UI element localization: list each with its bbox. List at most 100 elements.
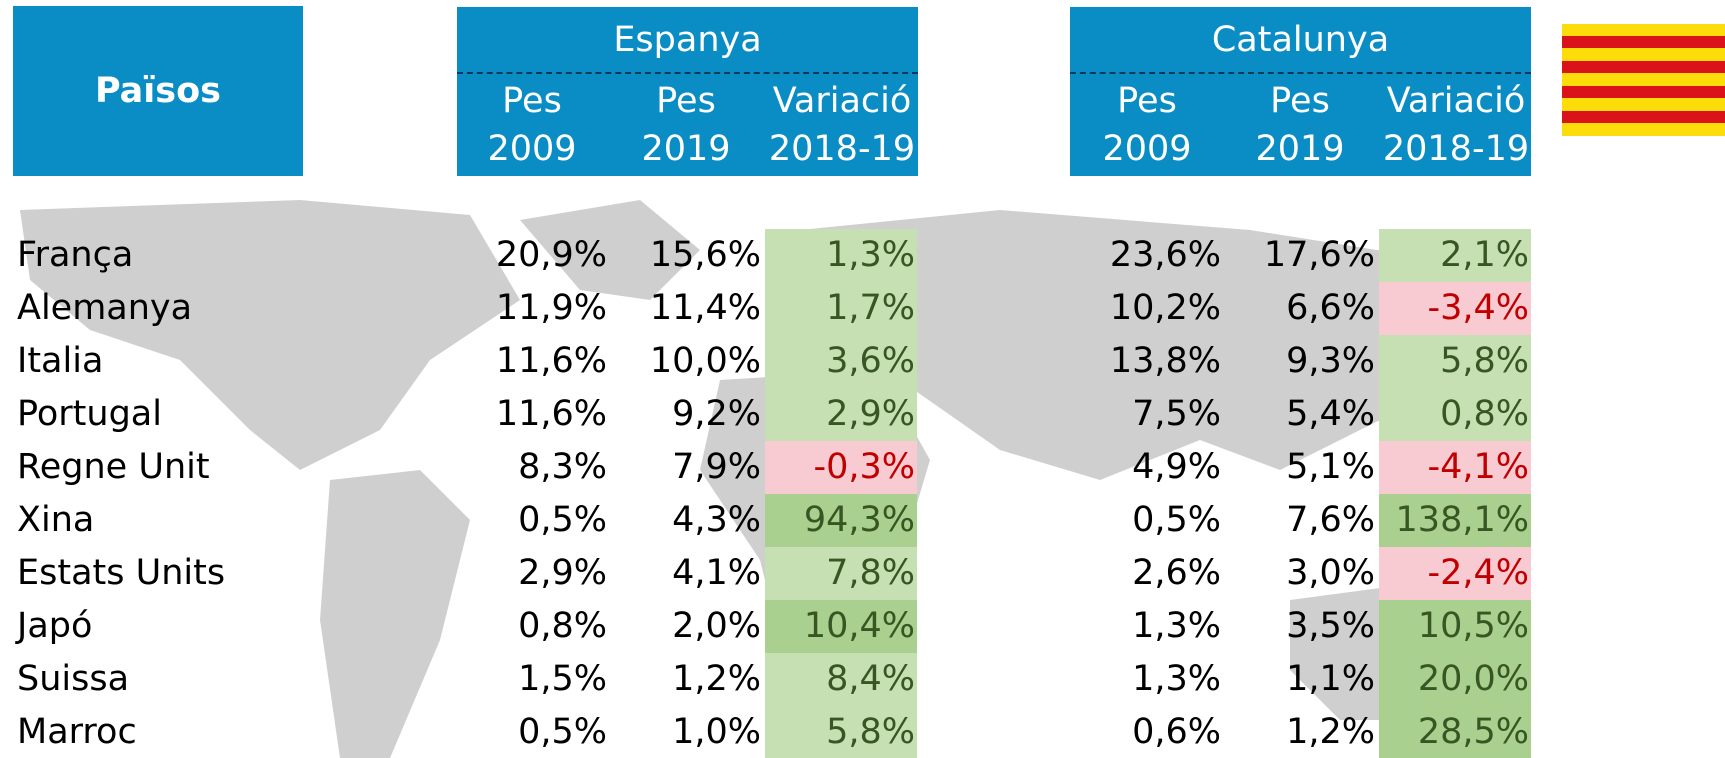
value: 2,0% bbox=[672, 606, 761, 646]
variation-cell bbox=[765, 600, 917, 653]
value: 0,5% bbox=[1132, 500, 1221, 540]
value: 1,2% bbox=[1286, 712, 1375, 752]
column-header: 2019 bbox=[641, 129, 731, 169]
country: Regne Unit bbox=[17, 447, 210, 487]
column-header: 2009 bbox=[1102, 129, 1192, 169]
column-header: 2009 bbox=[487, 129, 577, 169]
variation-cell bbox=[1379, 335, 1531, 388]
variation-cell bbox=[1379, 600, 1531, 653]
value: 1,2% bbox=[672, 659, 761, 699]
country: Japó bbox=[17, 606, 93, 646]
value: 5,4% bbox=[1286, 394, 1375, 434]
variation-cell bbox=[1379, 706, 1531, 758]
country: Estats Units bbox=[17, 553, 226, 593]
value: 28,5% bbox=[1417, 712, 1529, 752]
group-name: Espanya bbox=[613, 20, 762, 60]
country: Marroc bbox=[17, 712, 137, 752]
value: 2,9% bbox=[518, 553, 607, 593]
countries-label: Països bbox=[94, 71, 222, 111]
value: 10,0% bbox=[649, 341, 761, 381]
value: 9,2% bbox=[672, 394, 761, 434]
variation-cell bbox=[765, 282, 917, 335]
country: Alemanya bbox=[17, 288, 193, 328]
value: 94,3% bbox=[803, 500, 915, 540]
value: 5,8% bbox=[1440, 341, 1529, 381]
value: 11,6% bbox=[495, 341, 607, 381]
column-header: 2019 bbox=[1255, 129, 1345, 169]
column-header: Variació bbox=[772, 81, 912, 121]
value: 1,3% bbox=[826, 235, 915, 275]
value: 13,8% bbox=[1109, 341, 1221, 381]
value: 1,5% bbox=[518, 659, 607, 699]
value: 3,5% bbox=[1286, 606, 1375, 646]
value: 138,1% bbox=[1395, 500, 1529, 540]
value: 11,6% bbox=[495, 394, 607, 434]
value: 1,3% bbox=[1132, 606, 1221, 646]
variation-cell bbox=[765, 335, 917, 388]
variation-cell bbox=[1379, 653, 1531, 706]
value: 7,6% bbox=[1286, 500, 1375, 540]
variation-cell bbox=[765, 388, 917, 441]
value: 3,0% bbox=[1286, 553, 1375, 593]
value: 10,4% bbox=[803, 606, 915, 646]
value: 10,5% bbox=[1417, 606, 1529, 646]
column-header: Pes bbox=[1270, 81, 1330, 121]
value: 5,1% bbox=[1286, 447, 1375, 487]
column-header: Pes bbox=[502, 81, 562, 121]
variation-cell bbox=[765, 494, 917, 547]
variation-cell bbox=[765, 547, 917, 600]
value: 23,6% bbox=[1109, 235, 1221, 275]
value: 1,3% bbox=[1132, 659, 1221, 699]
value: 0,8% bbox=[518, 606, 607, 646]
country: Suissa bbox=[17, 659, 130, 699]
value: 7,9% bbox=[672, 447, 761, 487]
column-header: Pes bbox=[656, 81, 716, 121]
value: 10,2% bbox=[1109, 288, 1221, 328]
variation-cell bbox=[1379, 547, 1531, 600]
catalan-flag bbox=[1562, 24, 1725, 136]
value: 0,5% bbox=[518, 712, 607, 752]
group-header: Espanya Pes 2009 Pes 2019 Variació 2018-19 bbox=[457, 7, 918, 176]
group-name: Catalunya bbox=[1211, 20, 1390, 60]
value: 4,9% bbox=[1132, 447, 1221, 487]
value: 5,8% bbox=[826, 712, 915, 752]
value: 1,1% bbox=[1286, 659, 1375, 699]
value: 2,9% bbox=[826, 394, 915, 434]
value: 0,5% bbox=[518, 500, 607, 540]
value: 2,6% bbox=[1132, 553, 1221, 593]
country: França bbox=[17, 235, 134, 275]
variation-cell bbox=[765, 706, 917, 758]
value: -3,4% bbox=[1427, 288, 1529, 328]
country: Portugal bbox=[17, 394, 162, 434]
value: 15,6% bbox=[649, 235, 761, 275]
value: 20,9% bbox=[495, 235, 607, 275]
variation-cell bbox=[765, 653, 917, 706]
value: 4,1% bbox=[672, 553, 761, 593]
value: 0,8% bbox=[1440, 394, 1529, 434]
value: 7,8% bbox=[826, 553, 915, 593]
column-header: 2018-19 bbox=[768, 129, 916, 169]
value: -2,4% bbox=[1427, 553, 1529, 593]
value: 6,6% bbox=[1286, 288, 1375, 328]
value: 9,3% bbox=[1286, 341, 1375, 381]
value: 11,9% bbox=[495, 288, 607, 328]
variation-cell bbox=[1379, 229, 1531, 282]
value: 0,6% bbox=[1132, 712, 1221, 752]
group-header: Catalunya Pes 2009 Pes 2019 Variació 2018-19 bbox=[1070, 7, 1531, 176]
value: 20,0% bbox=[1417, 659, 1529, 699]
value: 2,1% bbox=[1440, 235, 1529, 275]
variation-cell bbox=[1379, 494, 1531, 547]
value: 8,3% bbox=[518, 447, 607, 487]
column-header: Variació bbox=[1386, 81, 1526, 121]
value: -0,3% bbox=[813, 447, 915, 487]
variation-cell bbox=[765, 229, 917, 282]
value: 11,4% bbox=[649, 288, 761, 328]
value: 17,6% bbox=[1263, 235, 1375, 275]
country: Italia bbox=[17, 341, 104, 381]
header-divider bbox=[457, 72, 918, 74]
header-divider bbox=[1070, 72, 1531, 74]
variation-cell bbox=[1379, 388, 1531, 441]
value: 1,0% bbox=[672, 712, 761, 752]
